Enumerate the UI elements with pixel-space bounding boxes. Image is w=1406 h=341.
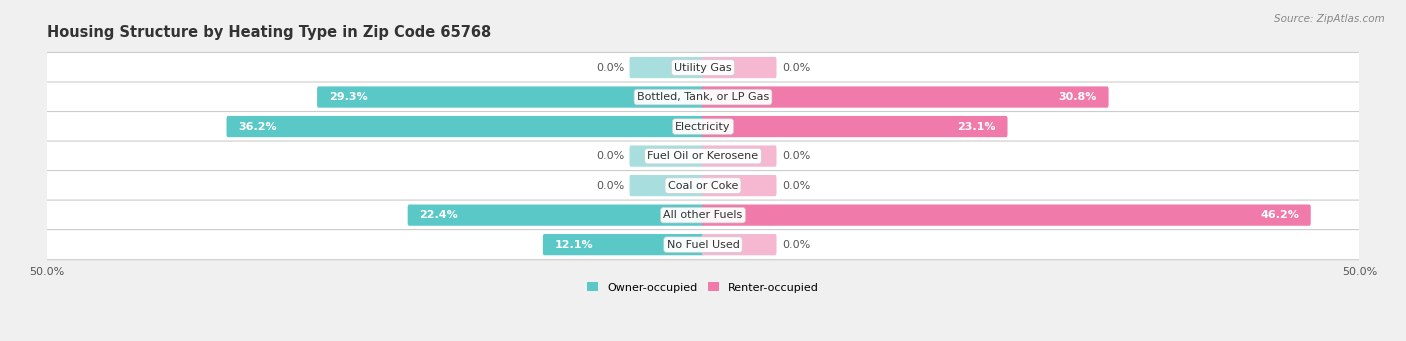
Text: 22.4%: 22.4% xyxy=(419,210,458,220)
Text: 0.0%: 0.0% xyxy=(596,62,624,73)
FancyBboxPatch shape xyxy=(408,205,704,226)
Text: 0.0%: 0.0% xyxy=(782,151,810,161)
FancyBboxPatch shape xyxy=(226,116,704,137)
Text: 0.0%: 0.0% xyxy=(782,240,810,250)
Text: 0.0%: 0.0% xyxy=(782,181,810,191)
FancyBboxPatch shape xyxy=(702,146,776,167)
Text: 23.1%: 23.1% xyxy=(957,122,995,132)
Text: Housing Structure by Heating Type in Zip Code 65768: Housing Structure by Heating Type in Zip… xyxy=(46,25,491,40)
FancyBboxPatch shape xyxy=(702,86,1108,108)
Text: 46.2%: 46.2% xyxy=(1260,210,1299,220)
Text: Coal or Coke: Coal or Coke xyxy=(668,181,738,191)
FancyBboxPatch shape xyxy=(630,175,704,196)
FancyBboxPatch shape xyxy=(31,141,1375,171)
FancyBboxPatch shape xyxy=(31,229,1375,260)
Text: 0.0%: 0.0% xyxy=(596,151,624,161)
FancyBboxPatch shape xyxy=(31,53,1375,83)
FancyBboxPatch shape xyxy=(543,234,704,255)
FancyBboxPatch shape xyxy=(702,175,776,196)
Text: All other Fuels: All other Fuels xyxy=(664,210,742,220)
FancyBboxPatch shape xyxy=(702,57,776,78)
Text: Bottled, Tank, or LP Gas: Bottled, Tank, or LP Gas xyxy=(637,92,769,102)
FancyBboxPatch shape xyxy=(31,200,1375,230)
Text: 12.1%: 12.1% xyxy=(555,240,593,250)
FancyBboxPatch shape xyxy=(318,86,704,108)
Text: 30.8%: 30.8% xyxy=(1059,92,1097,102)
FancyBboxPatch shape xyxy=(702,234,776,255)
FancyBboxPatch shape xyxy=(31,112,1375,142)
FancyBboxPatch shape xyxy=(630,146,704,167)
FancyBboxPatch shape xyxy=(702,205,1310,226)
Text: No Fuel Used: No Fuel Used xyxy=(666,240,740,250)
Text: Fuel Oil or Kerosene: Fuel Oil or Kerosene xyxy=(647,151,759,161)
FancyBboxPatch shape xyxy=(702,116,1008,137)
FancyBboxPatch shape xyxy=(31,170,1375,201)
Text: 0.0%: 0.0% xyxy=(596,181,624,191)
FancyBboxPatch shape xyxy=(630,57,704,78)
FancyBboxPatch shape xyxy=(31,82,1375,112)
Text: Electricity: Electricity xyxy=(675,122,731,132)
Legend: Owner-occupied, Renter-occupied: Owner-occupied, Renter-occupied xyxy=(582,278,824,297)
Text: Utility Gas: Utility Gas xyxy=(675,62,731,73)
Text: 29.3%: 29.3% xyxy=(329,92,367,102)
Text: 36.2%: 36.2% xyxy=(239,122,277,132)
Text: 0.0%: 0.0% xyxy=(782,62,810,73)
Text: Source: ZipAtlas.com: Source: ZipAtlas.com xyxy=(1274,14,1385,24)
